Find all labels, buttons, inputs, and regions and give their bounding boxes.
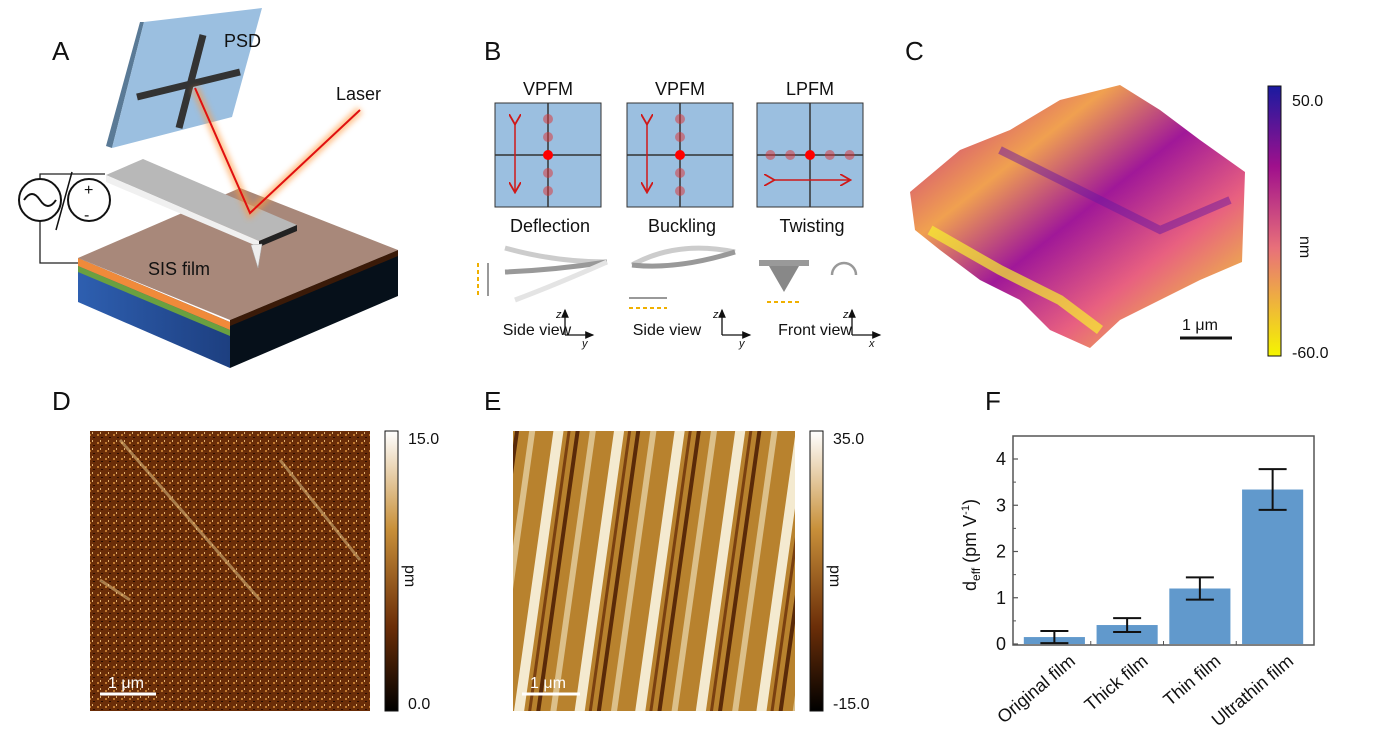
svg-text:z: z xyxy=(842,309,849,321)
laser-beam: Laser xyxy=(191,84,381,220)
panel-letter-b: B xyxy=(484,36,501,66)
colorbar-max-e: 35.0 xyxy=(833,431,864,448)
colorbar-max-c: 50.0 xyxy=(1292,93,1323,110)
colorbar-c xyxy=(1267,85,1282,357)
colorbar-min-c: -60.0 xyxy=(1292,345,1329,362)
panel-e: E 35.0 -15.0 pm 1 μm xyxy=(484,386,870,713)
cantilever-motion-icon xyxy=(759,260,858,303)
panel-a: A + - SIS film xyxy=(18,8,398,368)
topography-3d-surface xyxy=(910,85,1245,348)
scale-label-c: 1 μm xyxy=(1182,317,1218,334)
rotation-arrow-icon xyxy=(830,261,858,276)
y-tick-label: 1 xyxy=(996,588,1006,608)
scale-label-e: 1 μm xyxy=(530,675,566,692)
axes-icon: zy xyxy=(555,308,595,350)
mode-title: VPFM xyxy=(523,79,573,99)
colorbar-e xyxy=(809,430,824,712)
colorbar-min-e: -15.0 xyxy=(833,696,870,713)
mode-title: VPFM xyxy=(655,79,705,99)
bar xyxy=(1096,625,1158,644)
sis-film-surface xyxy=(78,188,398,320)
cantilever-motion-icon xyxy=(629,245,736,309)
colorbar-unit-c: nm xyxy=(1296,236,1313,258)
view-label: Side view xyxy=(633,322,702,339)
panel-c: C 50.0 -60.0 nm 1 μm xyxy=(905,36,1329,362)
laser-label: Laser xyxy=(336,84,381,104)
svg-text:y: y xyxy=(581,338,589,350)
view-label: Front view xyxy=(778,322,852,339)
error-bar xyxy=(1185,576,1214,601)
y-tick-label: 0 xyxy=(996,634,1006,654)
axes-icon: zy xyxy=(712,308,752,350)
x-tick-label: Thick film xyxy=(1081,651,1152,715)
substrate-stack: SIS film xyxy=(78,188,398,368)
plus-sign: + xyxy=(84,182,93,199)
x-tick-label: Thin film xyxy=(1159,651,1224,710)
scale-label-d: 1 μm xyxy=(108,675,144,692)
svg-text:y: y xyxy=(738,338,746,350)
mode-motion: Buckling xyxy=(648,216,716,236)
axes-icon: zx xyxy=(842,308,882,350)
y-tick-label: 2 xyxy=(996,542,1006,562)
colorbar-unit-e: pm xyxy=(826,565,843,587)
panel-letter-f: F xyxy=(985,386,1001,416)
cantilever-motion-icon xyxy=(477,245,609,303)
colorbar-max-d: 15.0 xyxy=(408,431,439,448)
sis-film-label: SIS film xyxy=(148,259,210,279)
circuit-diagram: + - xyxy=(18,171,111,264)
pfm-image-d xyxy=(90,431,370,711)
y-axis-label: deff (pm V-1) xyxy=(960,499,983,591)
psd-detector: PSD xyxy=(106,8,262,148)
minus-sign: - xyxy=(84,207,89,224)
panel-d: D 15.0 0.0 pm 1 μm xyxy=(52,386,439,713)
panel-letter-d: D xyxy=(52,386,71,416)
dc-source-icon xyxy=(67,178,111,222)
error-bar xyxy=(1040,630,1069,645)
bar xyxy=(1242,489,1304,644)
psd-label: PSD xyxy=(224,31,261,51)
colorbar-d xyxy=(384,430,399,712)
colorbar-min-d: 0.0 xyxy=(408,696,430,713)
mode-title: LPFM xyxy=(786,79,834,99)
error-bar xyxy=(1258,468,1287,511)
svg-text:z: z xyxy=(712,309,719,321)
x-tick-label: Original film xyxy=(993,651,1079,727)
svg-text:x: x xyxy=(868,338,875,350)
mode-motion: Deflection xyxy=(510,216,590,236)
pfm-image-e xyxy=(513,431,795,711)
svg-text:z: z xyxy=(555,309,562,321)
y-tick-label: 4 xyxy=(996,449,1006,469)
panel-letter-c: C xyxy=(905,36,924,66)
cantilever xyxy=(106,159,297,269)
y-tick-label: 3 xyxy=(996,495,1006,515)
panel-letter-a: A xyxy=(52,36,70,66)
tip xyxy=(250,243,263,269)
panel-letter-e: E xyxy=(484,386,501,416)
colorbar-unit-d: pm xyxy=(401,565,418,587)
panel-f: F deff (pm V-1) 0 1 2 3 4 Original film Thick … xyxy=(960,386,1315,730)
mode-motion: Twisting xyxy=(779,216,844,236)
error-bar xyxy=(1113,617,1142,633)
view-label: Side view xyxy=(503,322,572,339)
